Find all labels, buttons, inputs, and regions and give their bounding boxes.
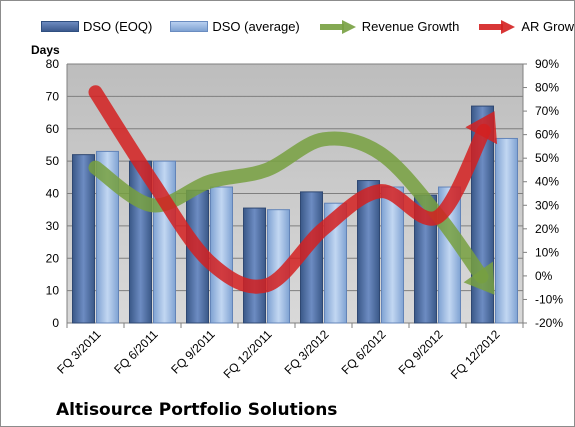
y-tick-label: 70 — [46, 89, 60, 103]
y-tick-label: 0 — [52, 316, 59, 330]
legend-arrow-revenue-icon — [319, 19, 356, 34]
x-tick-label: FQ 12/2012 — [448, 327, 503, 382]
y-tick-label: 50 — [46, 154, 60, 168]
company-title: Altisource Portfolio Solutions — [56, 400, 338, 420]
legend-label-dso-eoq: DSO (EOQ) — [83, 19, 153, 34]
y-tick-label: 30 — [46, 219, 60, 233]
y2-tick-label: 30% — [535, 198, 559, 212]
x-tick-label: FQ 6/2012 — [339, 327, 389, 377]
legend: DSO (EOQ) DSO (average) Revenue Growth A… — [41, 19, 575, 34]
y-axis-title: Days — [31, 43, 60, 57]
y2-tick-label: 20% — [535, 222, 559, 236]
y-tick-label: 10 — [46, 284, 60, 298]
y-tick-label: 80 — [46, 57, 60, 71]
y-tick-label: 60 — [46, 122, 60, 136]
y-tick-label: 40 — [46, 187, 60, 201]
revenue-growth-arrowhead — [463, 261, 495, 295]
bar-dso-eoq — [72, 154, 95, 324]
bar-dso-eoq — [243, 207, 266, 324]
ar-growth-line — [88, 85, 491, 294]
y2-tick-label: 60% — [535, 128, 559, 142]
x-tick-label: FQ 6/2011 — [111, 327, 161, 377]
legend-label-dso-average: DSO (average) — [212, 19, 300, 34]
ar-growth-arrowhead — [465, 111, 498, 145]
legend-item-dso-average: DSO (average) — [170, 19, 300, 34]
y2-tick-label: 70% — [535, 104, 559, 118]
x-tick-label: FQ 12/2011 — [221, 327, 275, 381]
bar-dso-eoq — [357, 180, 380, 324]
bar-dso-average — [495, 137, 518, 324]
y2-tick-label: 10% — [535, 245, 559, 259]
y2-tick-label: 40% — [535, 175, 559, 189]
revenue-growth-line — [88, 131, 489, 284]
legend-swatch-dso-eoq — [41, 21, 79, 32]
bar-dso-average — [96, 150, 119, 324]
y-tick-label: 20 — [46, 251, 60, 265]
legend-item-dso-eoq: DSO (EOQ) — [41, 19, 152, 34]
x-tick-label: FQ 9/2012 — [396, 327, 446, 377]
y2-tick-label: 90% — [535, 57, 559, 71]
legend-item-ar-growth: AR Growth — [477, 19, 575, 34]
y2-tick-label: 50% — [535, 151, 559, 165]
y2-tick-label: -20% — [535, 316, 563, 330]
bar-dso-average — [210, 186, 233, 324]
x-tick-label: FQ 3/2011 — [54, 327, 104, 377]
legend-swatch-dso-average — [170, 21, 209, 32]
y2-tick-label: 80% — [535, 81, 559, 95]
bar-dso-average — [324, 202, 347, 324]
legend-label-revenue-growth: Revenue Growth — [361, 19, 460, 34]
x-tick-label: FQ 3/2012 — [282, 327, 332, 377]
legend-label-ar-growth: AR Growth — [521, 19, 575, 34]
legend-arrow-ar-icon — [479, 19, 516, 34]
x-tick-label: FQ 9/2011 — [168, 327, 218, 377]
y2-tick-label: -10% — [535, 292, 563, 306]
legend-item-revenue-growth: Revenue Growth — [318, 19, 460, 34]
y2-tick-label: 0% — [535, 269, 553, 283]
